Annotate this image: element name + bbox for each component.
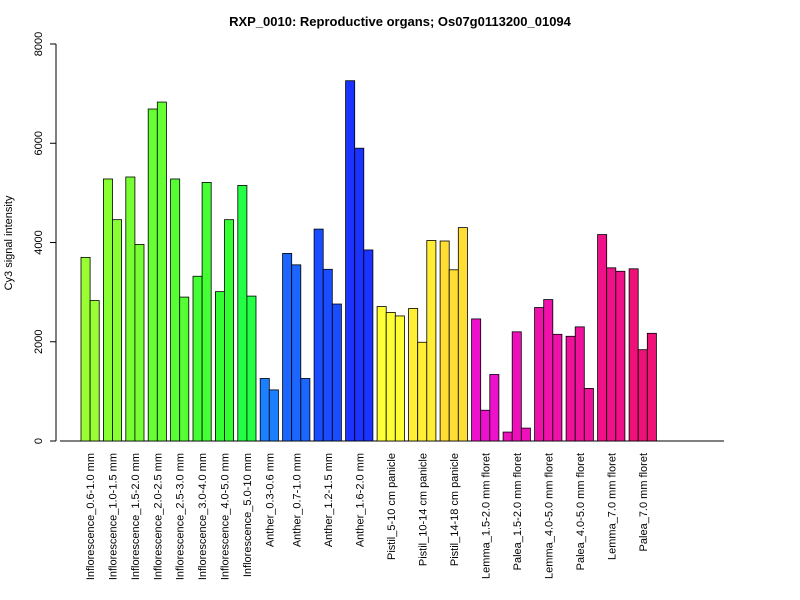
bar xyxy=(376,306,387,442)
y-tick-label: 4000 xyxy=(33,230,45,254)
bar xyxy=(246,295,257,442)
x-tick-label: Anther_1.6-2.0 mm xyxy=(354,453,366,547)
bar xyxy=(268,389,279,442)
x-tick-label: Palea_7.0 mm floret xyxy=(638,453,650,551)
bar xyxy=(147,108,158,442)
bar xyxy=(502,431,513,442)
bar xyxy=(363,249,374,442)
bar xyxy=(300,378,311,442)
bar xyxy=(448,269,459,442)
bar xyxy=(170,178,181,442)
bar xyxy=(80,256,91,442)
x-tick-label: Inflorescence_0.6-1.0 mm xyxy=(85,453,97,580)
bar xyxy=(439,240,450,442)
bar xyxy=(520,427,531,442)
x-tick-label: Inflorescence_2.0-2.5 mm xyxy=(152,453,164,580)
x-tick-label: Inflorescence_4.0-5.0 mm xyxy=(220,453,232,580)
x-tick-label: Inflorescence_1.5-2.0 mm xyxy=(130,453,142,580)
bar xyxy=(534,307,545,442)
bar xyxy=(259,378,270,442)
bar xyxy=(457,227,468,442)
x-tick-label: Anther_0.7-1.0 mm xyxy=(291,453,303,547)
y-tick-label: 6000 xyxy=(33,131,45,155)
bar xyxy=(354,147,365,442)
y-tick-label: 2000 xyxy=(33,330,45,354)
bar xyxy=(214,291,225,442)
bars xyxy=(80,80,657,442)
bar xyxy=(489,374,500,442)
bar xyxy=(583,387,594,442)
x-tick-label: Inflorescence_5.0-10 mm xyxy=(242,453,254,577)
bar xyxy=(394,315,405,442)
bar xyxy=(543,299,554,442)
x-tick-label: Palea_1.5-2.0 mm floret xyxy=(512,453,524,570)
bar xyxy=(112,219,123,442)
x-tick-label: Anther_1.2-1.5 mm xyxy=(323,453,335,547)
bar xyxy=(606,267,617,442)
x-tick-label: Palea_4.0-5.0 mm floret xyxy=(575,453,587,570)
bar xyxy=(646,332,657,442)
x-tick-label: Pistil_5-10 cm panicle xyxy=(386,453,398,560)
bar xyxy=(125,176,136,442)
bar xyxy=(224,219,235,442)
x-tick-label: Lemma_1.5-2.0 mm floret xyxy=(480,453,492,579)
bar xyxy=(345,80,356,442)
x-tick-label: Lemma_4.0-5.0 mm floret xyxy=(543,453,555,579)
bar xyxy=(322,268,333,442)
y-tick-label: 0 xyxy=(33,438,45,444)
bar xyxy=(201,182,212,442)
bar xyxy=(134,244,145,442)
bar xyxy=(385,312,396,442)
bar xyxy=(426,240,437,442)
bar xyxy=(156,101,167,442)
bar xyxy=(637,349,648,442)
bar xyxy=(417,341,428,442)
bar xyxy=(552,333,563,442)
bar xyxy=(313,228,324,442)
bar xyxy=(179,296,190,442)
y-tick-label: 8000 xyxy=(33,32,45,56)
bar xyxy=(597,234,608,442)
bar xyxy=(291,264,302,442)
bar xyxy=(89,300,100,442)
bar xyxy=(471,318,482,442)
bar xyxy=(237,185,248,442)
bar xyxy=(565,335,576,442)
bar xyxy=(331,303,342,442)
bar xyxy=(511,331,522,442)
y-axis: 0 2000 4000 6000 8000 xyxy=(33,32,57,444)
x-tick-label: Inflorescence_1.0-1.5 mm xyxy=(108,453,120,580)
bar xyxy=(480,409,491,442)
x-tick-label: Inflorescence_2.5-3.0 mm xyxy=(175,453,187,580)
category-labels: Inflorescence_0.6-1.0 mm Inflorescence_1.… xyxy=(85,453,650,580)
y-axis-label: Cy3 signal intensity xyxy=(3,195,15,290)
bar xyxy=(103,178,113,442)
chart-title: RXP_0010: Reproductive organs; Os07g0113… xyxy=(229,14,572,29)
bar xyxy=(192,275,203,442)
bar xyxy=(282,253,293,442)
x-tick-label: Pistil_14-18 cm panicle xyxy=(449,453,461,566)
x-tick-label: Pistil_10-14 cm panicle xyxy=(417,453,429,566)
x-tick-label: Anther_0.3-0.6 mm xyxy=(264,453,276,547)
bar xyxy=(615,270,626,442)
x-tick-label: Inflorescence_3.0-4.0 mm xyxy=(197,453,209,580)
x-tick-label: Lemma_7.0 mm floret xyxy=(606,453,618,560)
bar xyxy=(628,268,639,442)
bar xyxy=(574,326,585,442)
bar xyxy=(408,308,419,442)
